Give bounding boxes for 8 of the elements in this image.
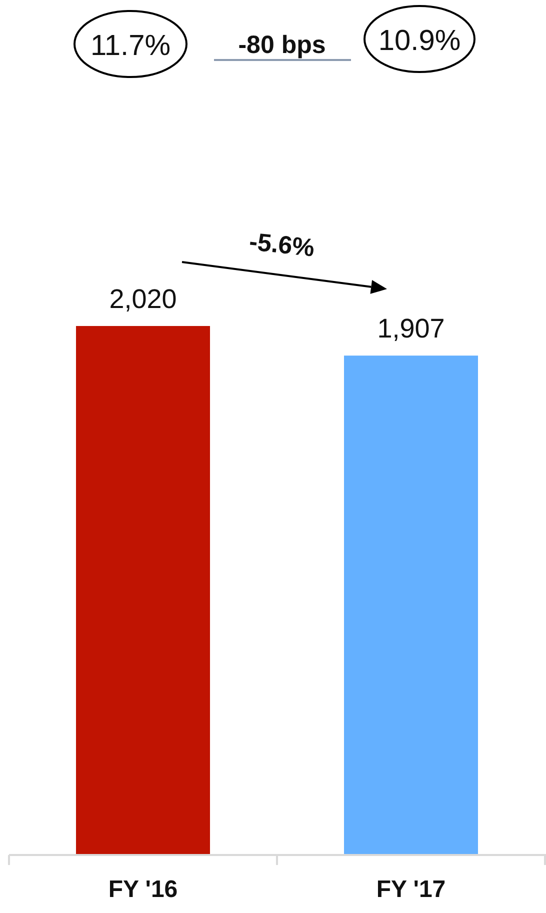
text: -80 bps: [238, 31, 326, 59]
text: 11.7%: [90, 30, 171, 62]
data-label: 2,020: [109, 284, 177, 314]
text: -5.6%: [248, 228, 316, 262]
x-tick-label: FY '17: [376, 876, 446, 903]
x-tick-label: FY '16: [108, 876, 178, 903]
data-label: 1,907: [377, 314, 445, 344]
text: 10.9%: [378, 25, 461, 57]
